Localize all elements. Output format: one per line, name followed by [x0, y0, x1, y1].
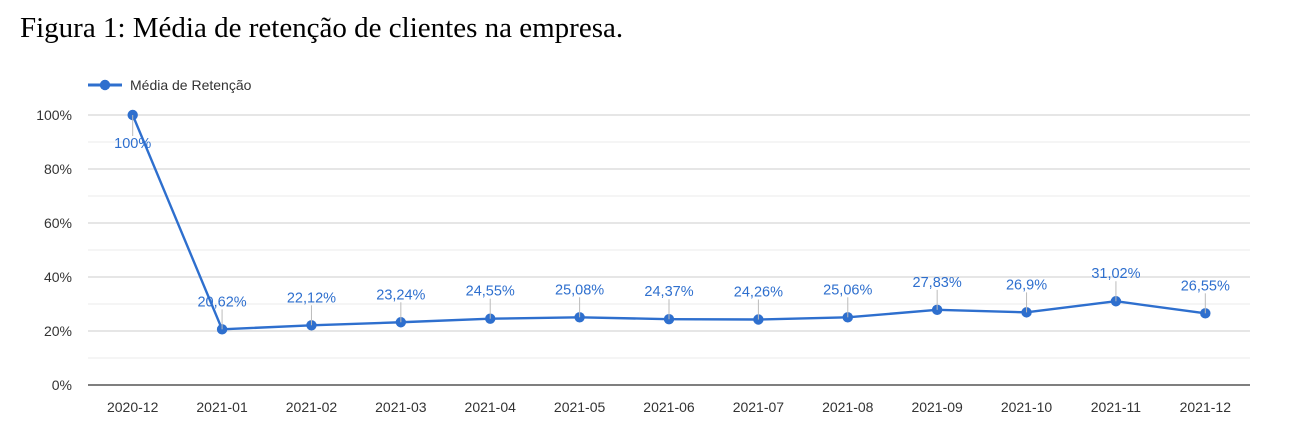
- data-label: 24,55%: [466, 284, 515, 300]
- y-tick-label: 40%: [44, 269, 72, 285]
- x-tick-label: 2021-01: [196, 399, 248, 415]
- x-tick-label: 2021-07: [733, 399, 785, 415]
- legend: Média de Retenção: [88, 77, 252, 93]
- x-tick-label: 2021-02: [286, 399, 338, 415]
- x-tick-label: 2021-08: [822, 399, 874, 415]
- data-label: 27,83%: [913, 275, 962, 291]
- y-tick-label: 80%: [44, 161, 72, 177]
- data-label: 31,02%: [1091, 266, 1140, 282]
- x-tick-label: 2021-05: [554, 399, 606, 415]
- x-tick-label: 2021-11: [1091, 399, 1142, 415]
- data-label: 22,12%: [287, 290, 336, 306]
- data-label: 100%: [114, 136, 151, 152]
- data-label: 24,26%: [734, 284, 783, 300]
- data-label: 25,06%: [823, 282, 872, 298]
- data-label: 26,55%: [1181, 278, 1230, 294]
- y-tick-label: 20%: [44, 323, 72, 339]
- x-tick-label: 2021-03: [375, 399, 427, 415]
- x-tick-label: 2021-10: [1001, 399, 1053, 415]
- data-label: 20,62%: [197, 294, 246, 310]
- y-tick-label: 100%: [36, 107, 72, 123]
- figure-caption: Figura 1: Média de retenção de clientes …: [20, 12, 624, 44]
- x-tick-label: 2021-04: [465, 399, 517, 415]
- data-label: 26,9%: [1006, 277, 1047, 293]
- x-tick-label: 2021-09: [911, 399, 963, 415]
- data-label: 23,24%: [376, 287, 425, 303]
- data-labels: 100% 20,62% 22,12% 23,24% 24,55% 25,08% 24,37%…: [114, 115, 1230, 330]
- x-tick-label: 2021-06: [643, 399, 695, 415]
- legend-label: Média de Retenção: [130, 77, 252, 93]
- x-tick-label: 2021-12: [1180, 399, 1232, 415]
- legend-marker: [99, 79, 111, 91]
- y-tick-label: 60%: [44, 215, 72, 231]
- axis-layer: 0% 20% 40% 60% 80% 100% 2020-12 2021-01 2021-02 2…: [36, 107, 1250, 415]
- data-label: 24,37%: [644, 284, 693, 300]
- y-tick-label: 0%: [52, 377, 72, 393]
- data-label: 25,08%: [555, 282, 604, 298]
- x-tick-label: 2020-12: [107, 399, 159, 415]
